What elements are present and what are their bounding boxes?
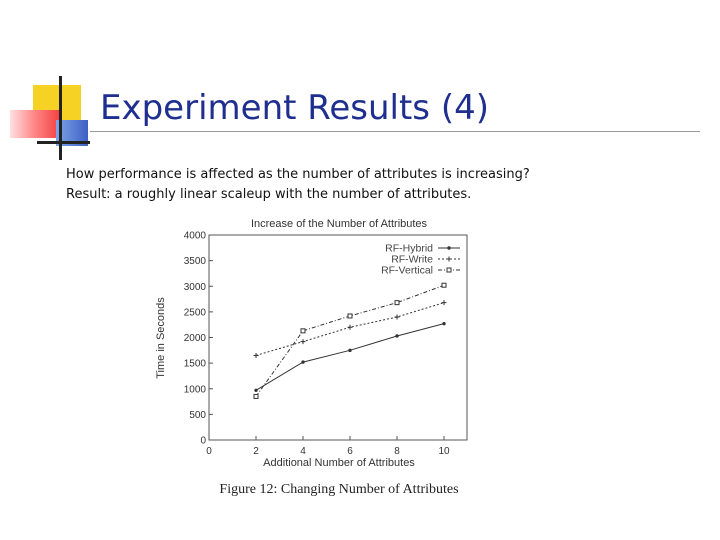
data-point-rf-write — [300, 339, 306, 345]
x-tick-label: 2 — [253, 446, 259, 457]
data-point-rf-write — [394, 314, 400, 320]
x-axis-label: Additional Number of Attributes — [263, 457, 415, 469]
legend-marker-rf-write — [446, 256, 452, 262]
data-point-rf-vertical — [441, 282, 447, 288]
y-tick-label: 3500 — [184, 256, 207, 267]
legend-label-rf-write: RF-Write — [391, 254, 433, 266]
chart-title: Increase of the Number of Attributes — [251, 218, 428, 230]
y-tick-label: 4000 — [184, 231, 207, 242]
data-point-rf-vertical — [347, 313, 353, 319]
y-tick-label: 2000 — [184, 333, 207, 344]
x-tick-label: 0 — [206, 446, 212, 457]
series-rf-write — [253, 300, 447, 358]
data-point-rf-hybrid — [254, 388, 258, 392]
y-axis: 0 500 1000 1500 2000 2500 3000 3500 4000 — [184, 231, 213, 447]
y-tick-label: 1000 — [184, 384, 207, 395]
logo-red-bar — [10, 110, 62, 138]
data-point-rf-hybrid — [301, 360, 305, 364]
y-tick-label: 1500 — [184, 359, 207, 370]
data-point-rf-write — [441, 300, 447, 306]
logo-vertical-line — [59, 76, 62, 160]
data-point-rf-vertical — [300, 328, 306, 334]
y-tick-label: 0 — [200, 436, 206, 447]
y-tick-label: 3000 — [184, 282, 207, 293]
legend-label-rf-hybrid: RF-Hybrid — [385, 243, 433, 255]
x-tick-label: 4 — [300, 446, 306, 457]
data-point-rf-hybrid — [442, 321, 446, 326]
x-tick-label: 6 — [347, 446, 353, 457]
series-rf-vertical — [253, 282, 447, 399]
data-point-rf-write — [347, 324, 353, 330]
data-point-rf-vertical — [394, 300, 400, 306]
question-text: How performance is affected as the numbe… — [66, 167, 530, 182]
y-tick-label: 500 — [189, 410, 206, 421]
series-line-rf-write — [255, 302, 445, 356]
series-line-rf-vertical — [255, 284, 445, 397]
x-tick-label: 10 — [438, 446, 450, 457]
data-point-rf-vertical — [253, 393, 259, 399]
result-text: Result: a roughly linear scaleup with th… — [66, 187, 472, 202]
title-underline — [90, 131, 700, 132]
logo-horizontal-line — [37, 141, 90, 144]
figure-caption: Figure 12: Changing Number of Attributes — [219, 482, 458, 497]
data-point-rf-hybrid — [348, 348, 352, 353]
line-chart: Increase of the Number of Attributes 0 50… — [155, 218, 468, 497]
x-tick-label: 8 — [394, 446, 400, 457]
legend-marker-rf-hybrid — [447, 246, 451, 250]
data-point-rf-write — [253, 352, 259, 358]
y-tick-label: 2500 — [184, 307, 207, 318]
x-axis: 0 2 4 6 8 10 — [206, 436, 450, 457]
series-rf-hybrid — [254, 321, 446, 392]
series-group — [253, 282, 447, 399]
y-axis-label: Time in Seconds — [155, 297, 167, 379]
legend-label-rf-vertical: RF-Vertical — [381, 265, 433, 277]
legend-marker-rf-vertical — [446, 267, 452, 273]
slide-title: Experiment Results (4) — [100, 88, 489, 128]
data-point-rf-hybrid — [395, 334, 399, 338]
